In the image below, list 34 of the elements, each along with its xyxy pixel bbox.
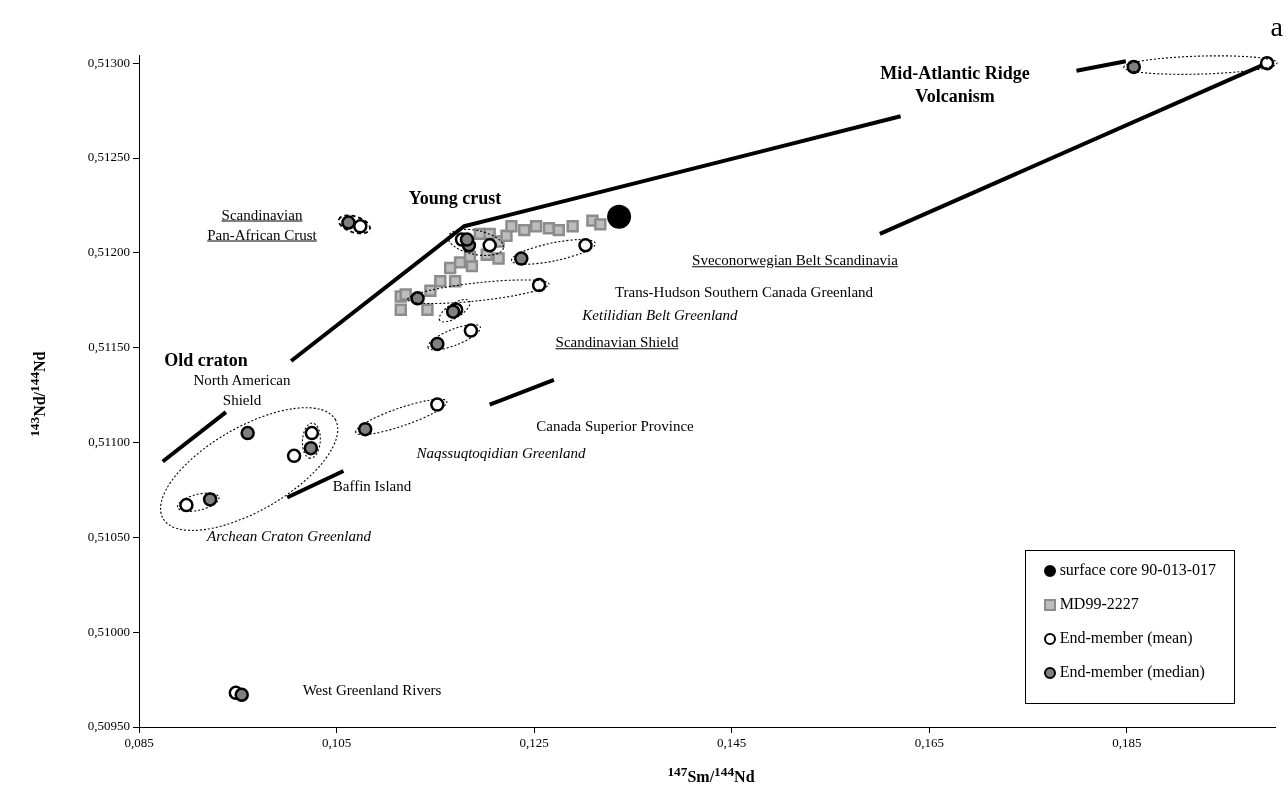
legend-label: End-member (median): [1059, 663, 1205, 680]
x-tick-label: 0,105: [321, 735, 352, 751]
x-tick-label: 0,145: [717, 735, 747, 751]
x-tick-label: 0,085: [124, 735, 154, 751]
y-tick-label: 0,51300: [87, 54, 130, 70]
y-tick-label: 0,51000: [87, 623, 130, 639]
annotation: Trans-Hudson Southern Canada Greenland: [614, 283, 874, 303]
annotation: West Greenland Rivers: [302, 681, 442, 701]
x-axis-title: $^{147}$Sm/$^{144}$Nd: [666, 764, 756, 787]
y-tick-label: 0,51150: [88, 339, 130, 355]
y-tick-label: 0,50950: [87, 718, 130, 734]
annotation: Mid-Atlantic Ridge Volcanism: [880, 61, 1030, 108]
annotation: Old craton: [164, 349, 248, 373]
annotation: Young crust: [408, 187, 502, 211]
annotation: Scandinavian Shield: [555, 333, 679, 353]
legend-label: surface core 90-013-017: [1059, 561, 1216, 578]
x-tick-label: 0,125: [519, 735, 549, 751]
y-tick-label: 0,51250: [87, 149, 130, 165]
annotation: Naqssuqtoqidian Greenland: [416, 444, 586, 464]
annotation: Scandinavian Pan-African Crust: [207, 205, 317, 244]
annotation: Archean Craton Greenland: [207, 527, 371, 547]
annotation: Baffin Island: [332, 477, 412, 497]
legend-label: MD99-2227: [1059, 595, 1139, 612]
annotation: Canada Superior Province: [536, 417, 694, 437]
legend-label: End-member (mean): [1059, 629, 1193, 646]
x-tick-label: 0,185: [1112, 735, 1142, 751]
annotation: Ketilidian Belt Greenland: [582, 306, 738, 326]
x-tick-label: 0,165: [914, 735, 944, 751]
y-tick-label: 0,51200: [87, 244, 130, 260]
y-tick-label: 0,51100: [88, 433, 130, 449]
annotation: Sveconorwegian Belt Scandinavia: [692, 251, 898, 271]
chart-title: a: [1270, 11, 1284, 43]
annotation: North American Shield: [193, 370, 291, 409]
y-tick-label: 0,51050: [87, 528, 130, 544]
